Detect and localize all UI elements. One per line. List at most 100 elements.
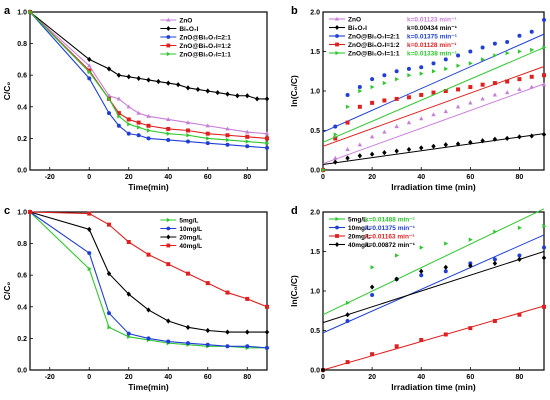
legend-entry: 10mg/L: [348, 225, 371, 232]
panel-letter: a: [4, 5, 11, 17]
data-point: [542, 245, 546, 250]
y-tick-label: 1.5: [310, 249, 320, 256]
series-1: [28, 210, 269, 350]
y-tick-label: 0.0: [17, 168, 27, 175]
data-point: [370, 265, 375, 270]
data-point: [235, 93, 240, 99]
x-tick-label: 80: [243, 174, 251, 181]
data-point: [542, 224, 547, 229]
data-point: [186, 341, 190, 346]
data-point: [394, 276, 399, 282]
data-point: [541, 255, 547, 261]
legend-entry: 40mg/L: [179, 243, 202, 250]
legend-marker: [335, 42, 339, 47]
data-point: [146, 128, 151, 133]
data-point: [431, 90, 436, 95]
data-point: [492, 92, 498, 97]
data-point: [357, 85, 362, 90]
data-point: [541, 131, 547, 138]
series-line: [29, 11, 267, 100]
data-point: [529, 74, 534, 79]
series-3: [28, 10, 269, 141]
fit-line: [322, 66, 545, 147]
legend-marker: [166, 35, 171, 39]
legend-marker: [166, 51, 171, 57]
series-line: [29, 211, 268, 308]
x-tick-label: 60: [466, 374, 474, 381]
data-point: [205, 88, 210, 94]
data-point: [406, 146, 412, 153]
data-point: [517, 49, 522, 54]
legend-entry: ZnO: [348, 16, 361, 23]
legend-marker: [334, 242, 340, 247]
legend-marker: [335, 234, 339, 238]
data-point: [265, 304, 269, 309]
series-3: [321, 66, 546, 172]
data-point: [107, 111, 111, 116]
data-point: [195, 86, 201, 93]
data-point: [357, 104, 362, 109]
data-point: [146, 113, 151, 118]
data-point: [419, 116, 424, 121]
data-point: [370, 292, 375, 297]
data-point: [406, 120, 412, 125]
data-point: [431, 61, 436, 66]
y-tick-label: 0.4: [17, 304, 27, 311]
legend-rate-constant: k=0.01128 min⁻¹: [407, 42, 457, 49]
plot-frame: [29, 211, 268, 371]
series-3: [320, 251, 547, 373]
data-point: [517, 312, 522, 317]
series-4: [28, 9, 270, 146]
data-point: [127, 121, 132, 127]
data-point: [468, 326, 473, 331]
data-point: [116, 72, 122, 78]
data-point: [245, 139, 250, 144]
data-point: [87, 266, 92, 272]
data-point: [106, 271, 112, 277]
data-point: [345, 147, 350, 152]
fit-line: [322, 251, 545, 324]
legend-marker: [166, 243, 171, 248]
data-point: [382, 150, 387, 156]
data-point: [395, 76, 400, 82]
data-point: [443, 332, 448, 337]
legend-rate-constant: k=0.00872 min⁻¹: [365, 242, 415, 249]
data-point: [127, 334, 132, 340]
y-tick-label: 1.5: [310, 49, 320, 56]
data-point: [333, 136, 338, 141]
x-tick-label: 80: [243, 374, 251, 381]
data-point: [431, 143, 436, 149]
data-point: [468, 85, 473, 90]
data-point: [492, 41, 497, 46]
x-tick-label: 20: [125, 174, 133, 181]
y-tick-label: 0.0: [310, 168, 320, 175]
fit-line: [322, 234, 545, 334]
data-point: [126, 331, 131, 336]
data-point: [493, 229, 498, 234]
x-tick-label: 60: [466, 174, 474, 181]
data-point: [382, 80, 387, 86]
data-point: [517, 225, 522, 230]
data-point: [87, 68, 92, 73]
data-point: [166, 137, 171, 142]
data-point: [166, 131, 171, 136]
y-axis-label: ln(C₀/C): [289, 75, 299, 107]
data-point: [357, 142, 363, 147]
series-1: [27, 9, 270, 102]
data-point: [468, 139, 473, 145]
data-point: [529, 133, 534, 139]
data-point: [419, 273, 424, 278]
y-axis-label: C/C₀: [2, 282, 12, 301]
data-point: [517, 77, 522, 82]
x-tick-label: 0: [321, 374, 325, 381]
data-point: [225, 344, 230, 349]
legend-entry: ZnO@Bi₅O₇I=1:2: [179, 43, 231, 50]
fit-line: [322, 305, 545, 371]
data-point: [126, 74, 131, 80]
chart-d: 0 20 40 60 80 0.0 0.5 1.0 1.5 2.0 Irradiation time…: [289, 205, 547, 392]
data-point: [517, 256, 522, 262]
data-point: [136, 75, 141, 81]
series-2: [321, 304, 546, 372]
legend-marker: [335, 216, 340, 222]
data-point: [406, 95, 411, 100]
